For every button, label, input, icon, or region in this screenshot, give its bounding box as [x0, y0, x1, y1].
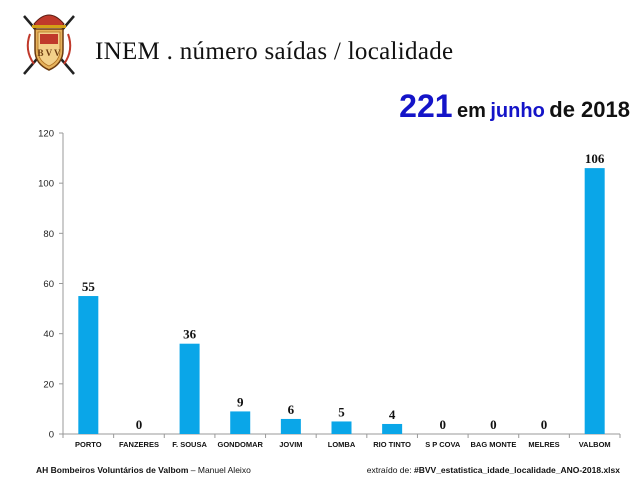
data-label: 5	[338, 404, 345, 419]
footer-source-prefix: extraído de:	[366, 465, 412, 475]
data-label: 6	[288, 402, 295, 417]
x-tick-label: JOVIM	[279, 440, 302, 449]
x-tick-label: F. SOUSA	[172, 440, 207, 449]
data-label: 4	[389, 407, 396, 422]
footer-org: AH Bombeiros Voluntários de Valbom	[36, 465, 189, 475]
bvv-crest-logo: B V V	[23, 14, 75, 75]
x-tick-label: LOMBA	[328, 440, 356, 449]
chart-title: INEM . número saídas / localidade	[95, 38, 454, 65]
data-label: 0	[440, 417, 447, 432]
footer-author: – Manuel Aleixo	[190, 465, 251, 475]
data-label: 9	[237, 394, 244, 409]
y-tick-label: 80	[43, 229, 54, 240]
x-tick-label: GONDOMAR	[218, 440, 264, 449]
bar-rio-tinto	[382, 423, 403, 434]
subtitle-year: de 2018	[549, 97, 630, 122]
y-tick-label: 60	[43, 279, 54, 290]
data-label: 106	[585, 151, 605, 166]
svg-text:B V V: B V V	[37, 48, 61, 58]
chart-subtitle: 221 em junho de 2018	[399, 88, 630, 125]
x-tick-label: VALBOM	[579, 440, 611, 449]
x-tick-label: FANZERES	[119, 440, 159, 449]
subtitle-month: junho	[490, 100, 545, 122]
y-tick-label: 100	[38, 179, 54, 190]
y-tick-label: 40	[43, 329, 54, 340]
data-label: 0	[541, 417, 548, 432]
subtitle-em: em	[457, 100, 486, 122]
total-count: 221	[399, 88, 453, 124]
y-tick-label: 20	[43, 379, 54, 390]
y-tick-label: 120	[38, 129, 54, 140]
bar-gondomar	[230, 411, 251, 434]
bar-jovim	[280, 418, 301, 434]
x-tick-label: PORTO	[75, 440, 102, 449]
bar-f-sousa	[179, 343, 200, 434]
data-label: 0	[136, 417, 143, 432]
data-label: 55	[82, 279, 96, 294]
bar-lomba	[331, 421, 352, 434]
footer-source-file: #BVV_estatistica_idade_localidade_ANO-20…	[414, 465, 620, 475]
footer-source: extraído de: #BVV_estatistica_idade_loca…	[367, 465, 620, 475]
data-label: 0	[490, 417, 497, 432]
x-tick-label: RIO TINTO	[373, 440, 411, 449]
x-tick-label: BAG MONTE	[470, 440, 516, 449]
data-label: 36	[183, 327, 197, 342]
x-tick-label: MELRES	[528, 440, 559, 449]
bar-porto	[78, 296, 99, 434]
x-tick-label: S P COVA	[425, 440, 461, 449]
y-tick-label: 0	[49, 430, 54, 441]
footer-credit: AH Bombeiros Voluntários de Valbom – Man…	[36, 465, 251, 475]
bar-valbom	[584, 168, 605, 434]
